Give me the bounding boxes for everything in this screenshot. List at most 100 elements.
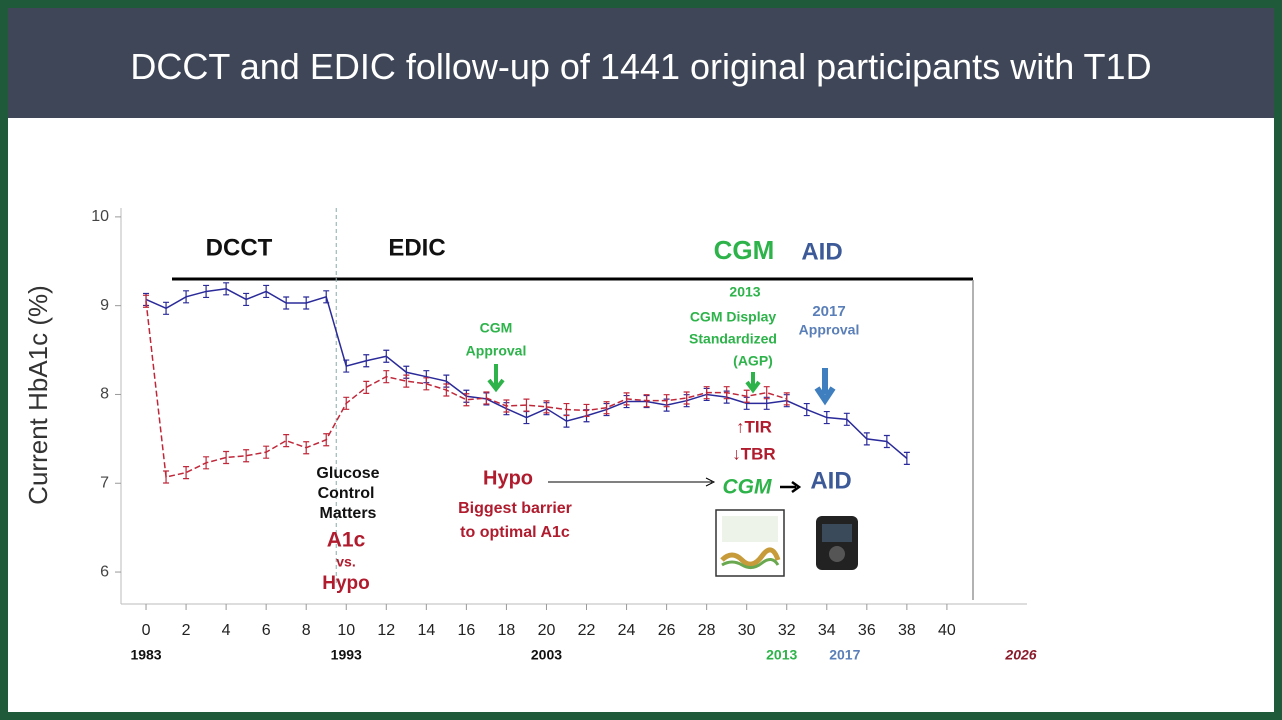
point [823,410,830,425]
point [223,282,230,296]
annotation: A1c [327,529,366,552]
point [323,290,330,304]
x-tick-label: 12 [377,622,395,639]
point [903,451,910,465]
annotation: 2013 [729,284,760,300]
point [603,401,610,415]
x-tick-label: 10 [337,622,355,639]
point [363,354,370,368]
point [803,402,810,417]
point [383,370,390,384]
annotation: CGM [714,235,775,265]
x-tick-label: 28 [698,622,716,639]
x-tick-label: 14 [417,622,435,639]
point [443,383,450,397]
annotation: to optimal A1c [460,524,570,541]
year-label: 2013 [766,647,797,663]
arrow [487,364,505,393]
point [843,412,850,426]
annotation: CGM [723,476,773,499]
point [303,296,310,310]
x-tick-label: 20 [538,622,556,639]
annotation: Glucose [316,465,379,482]
point [263,445,270,459]
y-tick-label: 7 [100,474,109,491]
series-line [145,301,787,478]
point [743,389,750,403]
x-tick-label: 34 [818,622,836,639]
point [563,402,570,417]
point [343,396,350,410]
x-tick-label: 0 [142,622,151,639]
annotation: Matters [320,505,377,522]
series-line [145,288,908,459]
year-label: 2017 [829,647,860,663]
point [363,380,370,394]
annotation: EDIC [388,234,445,261]
slide-title: DCCT and EDIC follow-up of 1441 original… [8,8,1274,118]
point [523,410,530,425]
x-tick-label: 8 [302,622,311,639]
y-tick-label: 9 [100,297,109,314]
year-label: 1983 [130,647,161,663]
point [283,434,290,448]
point [623,392,630,406]
x-tick-label: 16 [457,622,475,639]
point [163,470,170,484]
point [243,292,250,307]
annotation: CGM Display [690,309,777,325]
arrow [814,368,836,406]
x-tick-label: 6 [262,622,271,639]
year-label: 2003 [531,647,562,663]
x-tick-label: 40 [938,622,956,639]
point [863,432,870,446]
annotation: DCCT [206,234,273,261]
x-tick-label: 4 [222,622,231,639]
y-tick-label: 10 [91,208,109,225]
point [663,394,670,408]
point [463,393,470,407]
annotation: Standardized [689,331,777,347]
point [323,433,330,447]
point [203,284,210,299]
point [143,294,150,308]
annotation: 2017 [812,303,845,320]
point [183,465,190,480]
point [303,441,310,455]
point [343,359,350,373]
point [423,377,430,391]
point [283,296,290,310]
y-tick-label: 6 [100,563,109,580]
pump-image [816,516,858,570]
point [583,403,590,418]
x-tick-label: 22 [578,622,596,639]
annotation: Hypo [483,467,533,489]
arrow [745,372,761,394]
point [543,400,550,414]
x-tick-label: 30 [738,622,756,639]
point [383,349,390,363]
y-tick-label: 8 [100,386,109,403]
annotation: Hypo [322,573,370,594]
point [483,391,490,405]
point [723,386,730,400]
annotation: Control [318,485,375,502]
x-tick-label: 2 [182,622,191,639]
cgm-report-image [715,509,785,577]
point [763,386,770,400]
point [703,386,710,400]
x-tick-label: 38 [898,622,916,639]
annotation: AID [801,238,842,265]
annotation: AID [810,467,851,494]
point [203,456,210,470]
year-label: 2026 [1004,647,1036,663]
annotation: ↑TIR [736,417,772,436]
point [523,398,530,412]
point [243,449,250,463]
annotation: ↓TBR [732,444,775,463]
point [163,301,170,315]
point [783,392,790,406]
y-axis-label: Current HbA1c (%) [23,285,53,505]
